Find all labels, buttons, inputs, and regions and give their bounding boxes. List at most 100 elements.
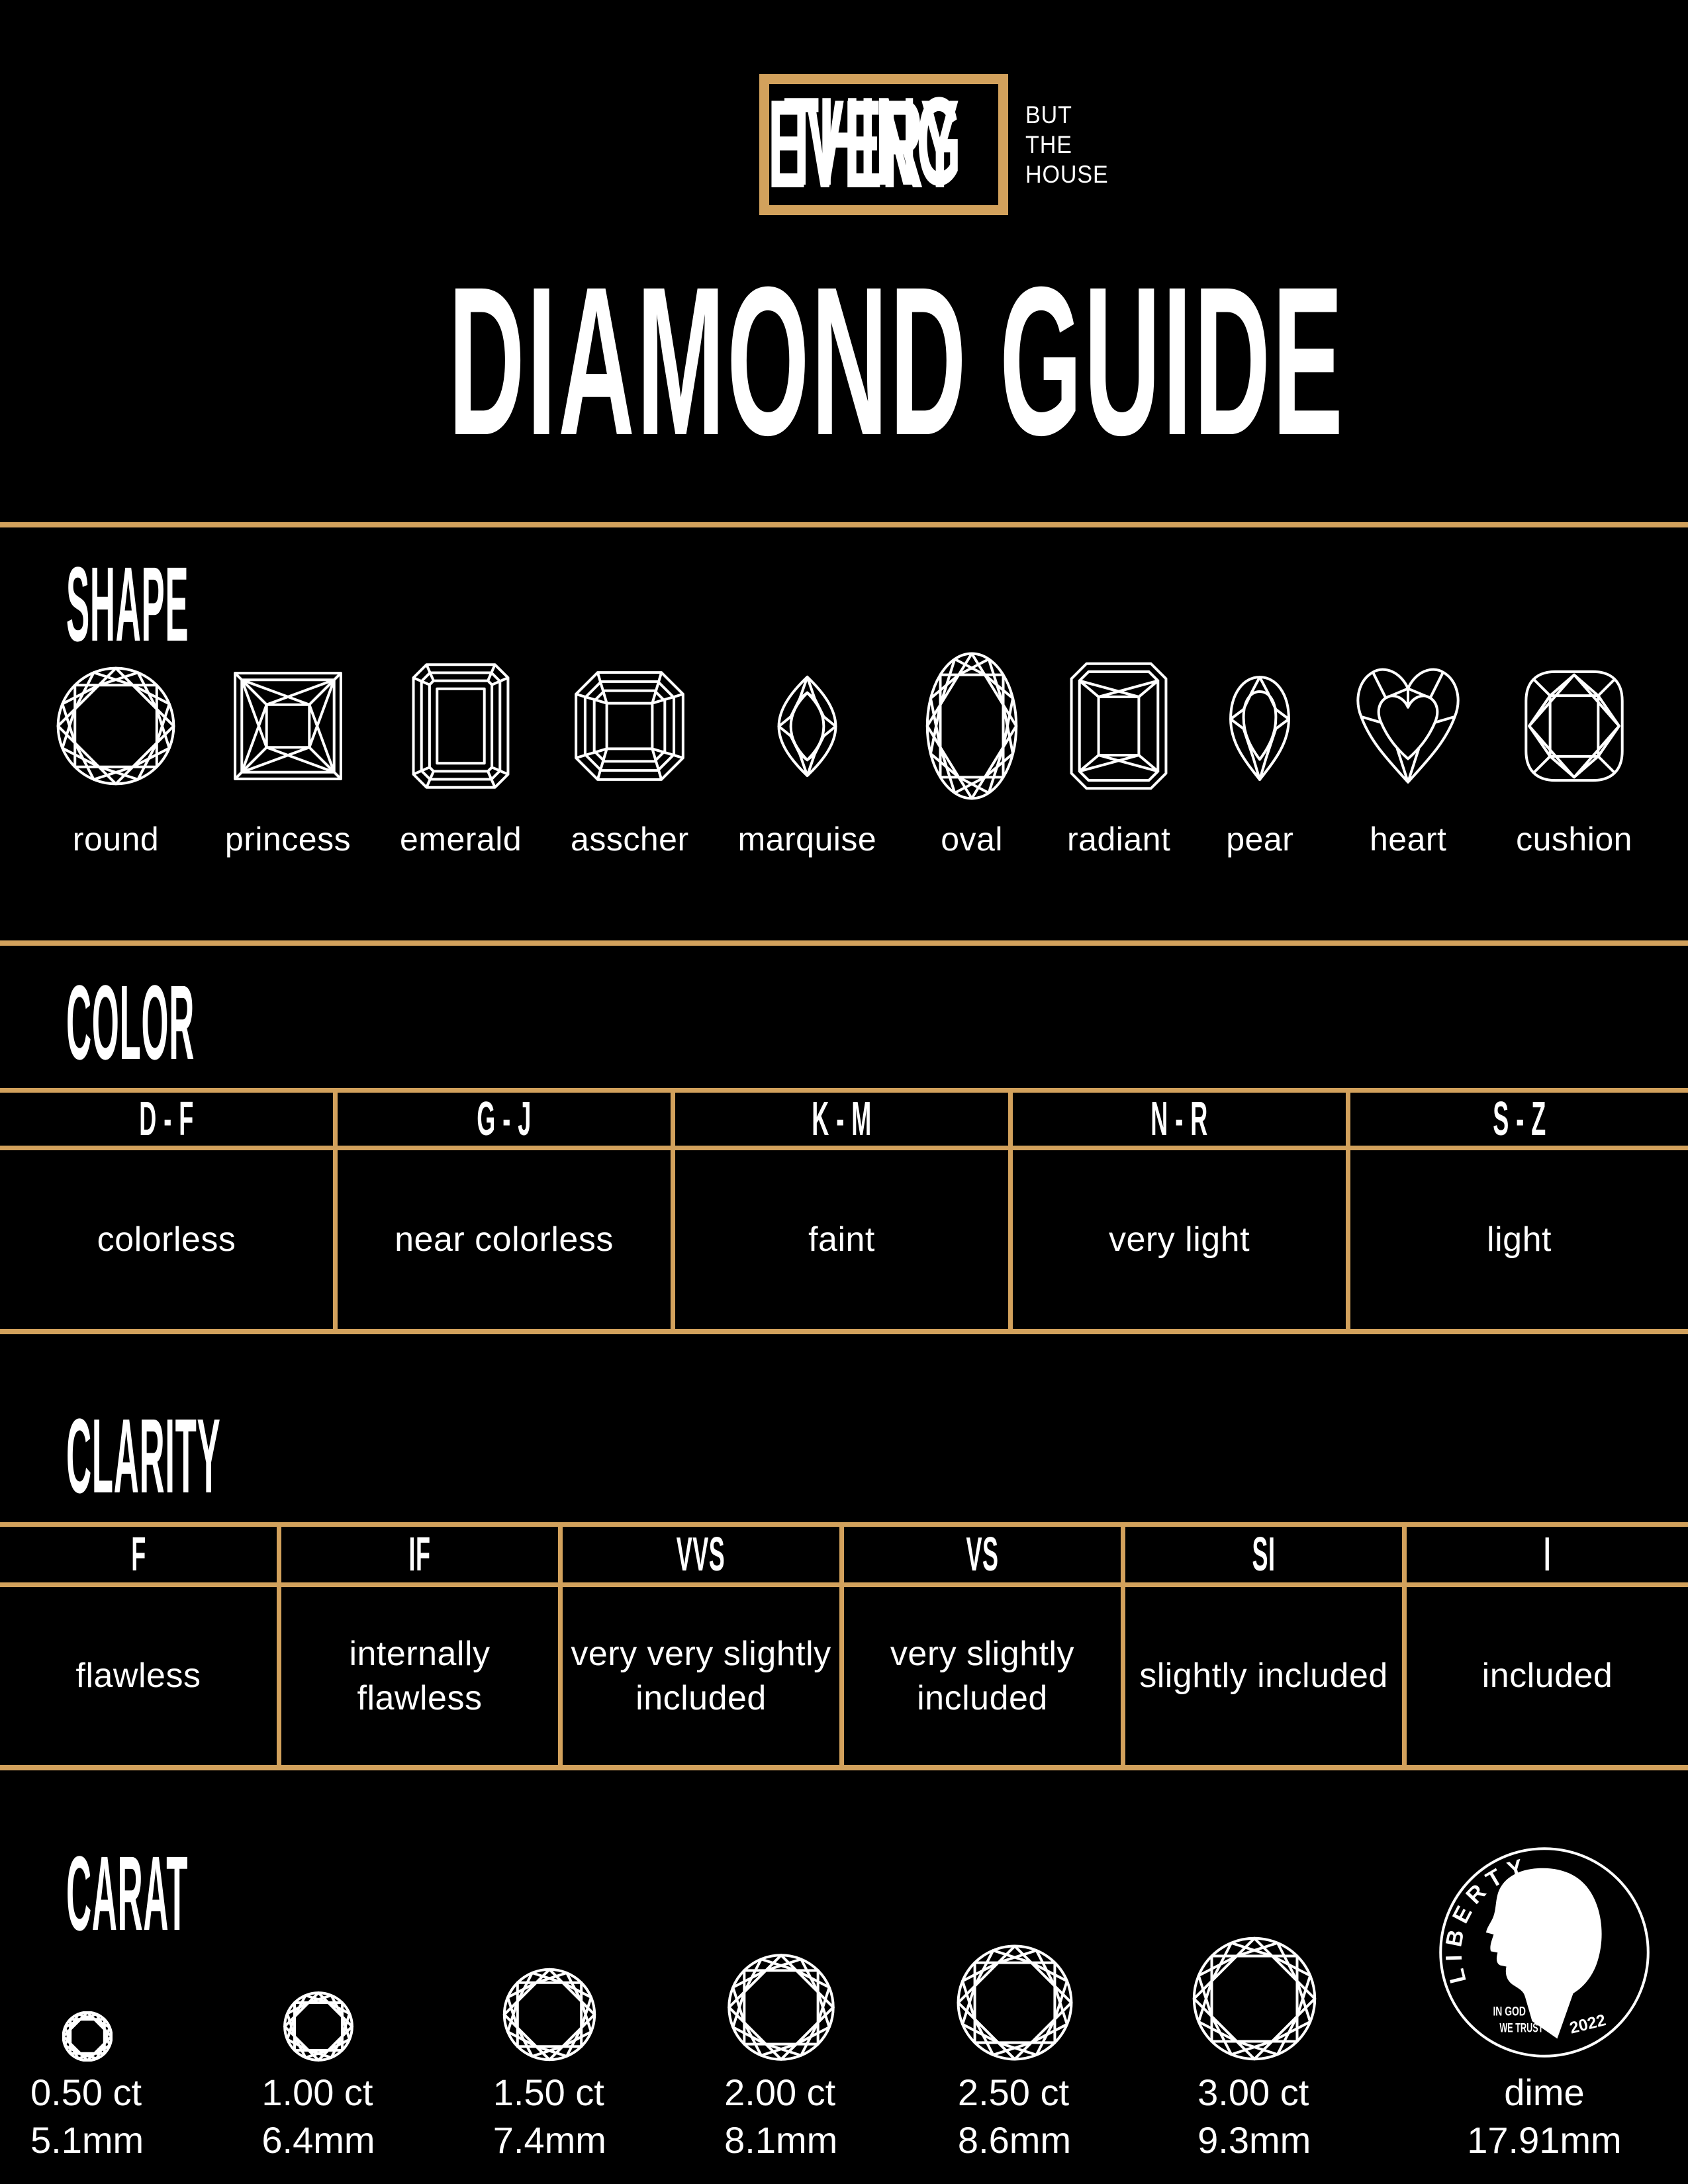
carat-diamond-icon — [1192, 1936, 1317, 2062]
pear-diamond-icon — [1219, 647, 1300, 805]
shape-row: round princess emerald — [0, 647, 1688, 858]
carat-item-100: 1.00 ct 6.4mm — [261, 1991, 375, 2161]
color-section: COLOR D - F G - J K - M N - R S - Z colo… — [0, 963, 1688, 1367]
carat-weight: 0.50 ct — [30, 2071, 142, 2113]
color-table: D - F G - J K - M N - R S - Z colorless … — [0, 1088, 1688, 1334]
carat-labels: dime 17.91mm — [1467, 2071, 1622, 2161]
dime-label: dime — [1504, 2071, 1585, 2113]
carat-weight: 1.50 ct — [492, 2071, 604, 2113]
brand-word-every-text: EVERY — [767, 74, 959, 214]
color-grade-cell: D - F — [0, 1093, 338, 1146]
shape-label: marquise — [737, 821, 877, 858]
carat-diamond-icon — [502, 1968, 596, 2062]
shape-label: oval — [941, 821, 1003, 858]
radiant-diamond-icon — [1068, 647, 1169, 805]
clarity-section: CLARITY F IF VVS VS SI I flawless intern… — [0, 1396, 1688, 1817]
shape-label: cushion — [1516, 821, 1632, 858]
brand-word-thing-text: THING — [784, 71, 961, 212]
shape-item-asscher: asscher — [571, 647, 689, 858]
clarity-grade-cell: VVS — [563, 1527, 844, 1582]
carat-diamond-icon — [62, 2011, 113, 2062]
dime-motto-line2: WE TRUST — [1499, 2021, 1543, 2035]
color-description-cell: very light — [1013, 1150, 1350, 1329]
carat-diamond-icon — [283, 1991, 353, 2062]
shape-item-princess: princess — [225, 647, 351, 858]
color-description-cell: near colorless — [338, 1150, 675, 1329]
clarity-description-cell: slightly included — [1125, 1587, 1407, 1765]
shape-label: round — [72, 821, 160, 858]
header: EVERY THING BUT THE HOUSE DIAMOND GUIDE — [0, 0, 1688, 527]
carat-weight: 3.00 ct — [1197, 2071, 1309, 2113]
carat-weight: 2.00 ct — [724, 2071, 836, 2113]
clarity-description-cell: very slightly included — [844, 1587, 1125, 1765]
dime-size-mm: 17.91mm — [1467, 2119, 1622, 2161]
color-heading: COLOR — [66, 963, 195, 1081]
shape-label: asscher — [571, 821, 689, 858]
clarity-table-header-row: F IF VVS VS SI I — [0, 1527, 1688, 1587]
clarity-description-cell: internally flawless — [281, 1587, 563, 1765]
shape-heading: SHAPE — [66, 545, 189, 663]
color-description-cell: faint — [675, 1150, 1013, 1329]
shape-item-heart: heart — [1349, 647, 1467, 858]
princess-diamond-icon — [232, 647, 344, 805]
brand-tagline-but: BUT — [1025, 101, 1072, 128]
cushion-diamond-icon — [1522, 647, 1626, 805]
clarity-grade-cell: IF — [281, 1527, 563, 1582]
carat-labels: 0.50 ct 5.1mm — [30, 2071, 144, 2161]
carat-diamond-icon — [956, 1944, 1074, 2062]
color-grade-cell: N - R — [1013, 1093, 1350, 1146]
shape-item-pear: pear — [1219, 647, 1300, 858]
carat-labels: 3.00 ct 9.3mm — [1197, 2071, 1311, 2161]
carat-labels: 1.00 ct 6.4mm — [261, 2071, 375, 2161]
asscher-diamond-icon — [573, 647, 686, 805]
dime-year-text: 2022 — [1568, 2011, 1608, 2038]
carat-labels: 2.50 ct 8.6mm — [957, 2071, 1072, 2161]
color-table-body-row: colorless near colorless faint very ligh… — [0, 1150, 1688, 1329]
clarity-table-body-row: flawless internally flawless very very s… — [0, 1587, 1688, 1765]
carat-item-dime: LIBERTY IN GOD WE TRUST 2022 dime 17.91m… — [1435, 1843, 1654, 2161]
carat-item-200: 2.00 ct 8.1mm — [724, 1953, 837, 2161]
shape-item-emerald: emerald — [400, 647, 522, 858]
clarity-grade-cell: SI — [1125, 1527, 1407, 1582]
carat-section: CARAT 0.50 ct 5.1mm 1.00 ct 6.4mm — [0, 1817, 1688, 2184]
clarity-grade-cell: I — [1544, 1528, 1551, 1581]
carat-item-050: 0.50 ct 5.1mm — [30, 2011, 144, 2161]
shape-item-oval: oval — [925, 647, 1018, 858]
clarity-grade-cell: VS — [844, 1527, 1125, 1582]
carat-item-250: 2.50 ct 8.6mm — [956, 1944, 1074, 2161]
carat-labels: 1.50 ct 7.4mm — [492, 2071, 606, 2161]
brand-gold-box: THING — [759, 74, 1008, 215]
shape-section: SHAPE round princess — [0, 545, 1688, 946]
shape-item-round: round — [56, 647, 176, 858]
oval-diamond-icon — [925, 647, 1018, 805]
shape-item-marquise: marquise — [738, 647, 877, 858]
carat-diamond-icon — [727, 1953, 835, 2062]
carat-size-mm: 8.1mm — [724, 2119, 838, 2161]
brand-word-thing: THING — [784, 71, 984, 212]
carat-size-mm: 8.6mm — [957, 2119, 1072, 2161]
shape-item-cushion: cushion — [1516, 647, 1632, 858]
color-table-header-row: D - F G - J K - M N - R S - Z — [0, 1093, 1688, 1150]
color-grade-cell: G - J — [338, 1093, 675, 1146]
marquise-diamond-icon — [770, 647, 845, 805]
shape-label: pear — [1226, 821, 1294, 858]
color-grade-cell: K - M — [675, 1093, 1013, 1146]
carat-labels: 2.00 ct 8.1mm — [724, 2071, 838, 2161]
heart-diamond-icon — [1349, 647, 1467, 805]
brand-tagline-house: HOUSE — [1025, 160, 1109, 188]
clarity-heading: CLARITY — [66, 1396, 221, 1515]
carat-item-150: 1.50 ct 7.4mm — [493, 1968, 606, 2161]
brand-tagline-the: THE — [1025, 130, 1072, 158]
brand-word-every: EVERY — [543, 81, 959, 206]
clarity-description-cell: very very slightly included — [563, 1587, 844, 1765]
page-title: DIAMOND GUIDE — [448, 242, 1345, 479]
clarity-description-cell: flawless — [0, 1587, 281, 1765]
shape-label: heart — [1369, 821, 1447, 858]
dime-motto-line1: IN GOD — [1493, 2004, 1526, 2019]
carat-size-mm: 9.3mm — [1197, 2119, 1311, 2161]
dime-coin-icon: LIBERTY IN GOD WE TRUST 2022 — [1435, 1843, 1654, 2062]
shape-label: emerald — [400, 821, 522, 858]
carat-size-mm: 7.4mm — [492, 2119, 606, 2161]
color-description-cell: colorless — [0, 1150, 338, 1329]
